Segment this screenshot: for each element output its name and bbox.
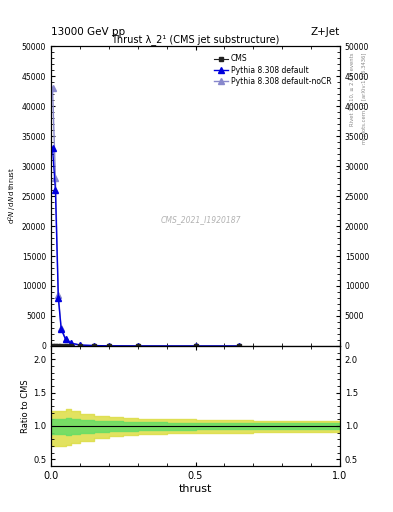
CMS: [56, 343, 61, 349]
Pythia 8.308 default-noCR: [69, 340, 73, 346]
Text: mcplots.cern.ch [arXiv:1306.3436]: mcplots.cern.ch [arXiv:1306.3436]: [362, 52, 367, 143]
Pythia 8.308 default: [107, 343, 111, 349]
Pythia 8.308 default: [59, 326, 64, 332]
Line: CMS: CMS: [50, 344, 241, 348]
Pythia 8.308 default-noCR: [136, 343, 140, 349]
Text: Rivet 3.1.10, ≥ 2.6M events: Rivet 3.1.10, ≥ 2.6M events: [350, 52, 355, 125]
CMS: [92, 343, 97, 349]
Pythia 8.308 default-noCR: [59, 325, 64, 331]
Pythia 8.308 default: [69, 340, 73, 346]
CMS: [136, 343, 140, 349]
CMS: [59, 343, 64, 349]
Title: Thrust λ_2¹ (CMS jet substructure): Thrust λ_2¹ (CMS jet substructure): [111, 34, 280, 45]
Pythia 8.308 default: [50, 145, 55, 151]
CMS: [107, 343, 111, 349]
Line: Pythia 8.308 default-noCR: Pythia 8.308 default-noCR: [50, 86, 242, 349]
CMS: [78, 343, 83, 349]
Text: 13000 GeV pp: 13000 GeV pp: [51, 27, 125, 37]
Pythia 8.308 default: [78, 342, 83, 348]
Y-axis label: $\mathrm{d}^2N\,/\,\mathrm{d}N\,\mathrm{d}\,\mathrm{thrust}$: $\mathrm{d}^2N\,/\,\mathrm{d}N\,\mathrm{…: [7, 167, 19, 224]
Pythia 8.308 default: [53, 187, 58, 193]
Pythia 8.308 default-noCR: [63, 336, 68, 342]
Pythia 8.308 default-noCR: [107, 343, 111, 349]
Pythia 8.308 default-noCR: [92, 343, 97, 349]
CMS: [193, 343, 198, 349]
Pythia 8.308 default: [193, 343, 198, 349]
Text: Z+Jet: Z+Jet: [311, 27, 340, 37]
Pythia 8.308 default-noCR: [56, 292, 61, 298]
Pythia 8.308 default-noCR: [237, 343, 241, 349]
Pythia 8.308 default-noCR: [78, 342, 83, 348]
Pythia 8.308 default-noCR: [193, 343, 198, 349]
X-axis label: thrust: thrust: [179, 483, 212, 494]
CMS: [53, 343, 58, 349]
Text: CMS_2021_I1920187: CMS_2021_I1920187: [161, 216, 242, 225]
CMS: [69, 343, 73, 349]
CMS: [50, 343, 55, 349]
Pythia 8.308 default-noCR: [53, 175, 58, 181]
Pythia 8.308 default-noCR: [50, 85, 55, 91]
CMS: [63, 343, 68, 349]
Pythia 8.308 default: [136, 343, 140, 349]
Pythia 8.308 default: [92, 343, 97, 349]
Legend: CMS, Pythia 8.308 default, Pythia 8.308 default-noCR: CMS, Pythia 8.308 default, Pythia 8.308 …: [213, 53, 333, 88]
CMS: [237, 343, 241, 349]
Pythia 8.308 default: [56, 295, 61, 301]
Line: Pythia 8.308 default: Pythia 8.308 default: [50, 145, 242, 349]
Pythia 8.308 default: [237, 343, 241, 349]
Y-axis label: Ratio to CMS: Ratio to CMS: [21, 379, 30, 433]
Pythia 8.308 default: [63, 336, 68, 343]
